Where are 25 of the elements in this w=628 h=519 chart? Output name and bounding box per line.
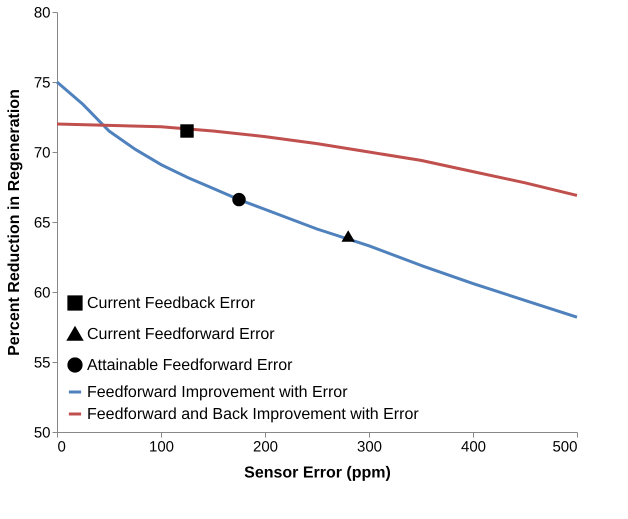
- legend-label: Attainable Feedforward Error: [87, 357, 294, 374]
- point: [341, 230, 355, 242]
- x-tick-label: 0: [58, 438, 66, 456]
- y-tick-label: 60: [34, 284, 50, 302]
- y-tick-label: 75: [34, 74, 50, 92]
- line-series: [56, 80, 578, 319]
- point: [180, 124, 194, 138]
- y-tick-label: 80: [34, 4, 50, 22]
- point: [232, 192, 246, 206]
- x-tick-label: 200: [252, 438, 278, 456]
- y-tick-label: 55: [34, 354, 50, 372]
- x-tick-label: 300: [356, 438, 382, 456]
- x-tick-label: 100: [148, 438, 174, 456]
- x-tick-label: 400: [460, 438, 486, 456]
- legend-label: Feedforward and Back Improvement with Error: [87, 406, 420, 423]
- y-tick-label: 70: [34, 144, 50, 162]
- line-series: [56, 122, 578, 197]
- legend-label: Feedforward Improvement with Error: [87, 384, 348, 401]
- legend-label: Current Feedback Error: [87, 295, 256, 312]
- x-tick-label: 500: [552, 438, 578, 456]
- x-axis-title: Sensor Error (ppm): [244, 464, 391, 482]
- y-tick-label: 65: [34, 214, 50, 232]
- legend-label: Current Feedforward Error: [87, 326, 276, 343]
- y-axis-title: Percent Reduction in Regeneration: [6, 89, 23, 356]
- y-tick-label: 50: [34, 424, 50, 442]
